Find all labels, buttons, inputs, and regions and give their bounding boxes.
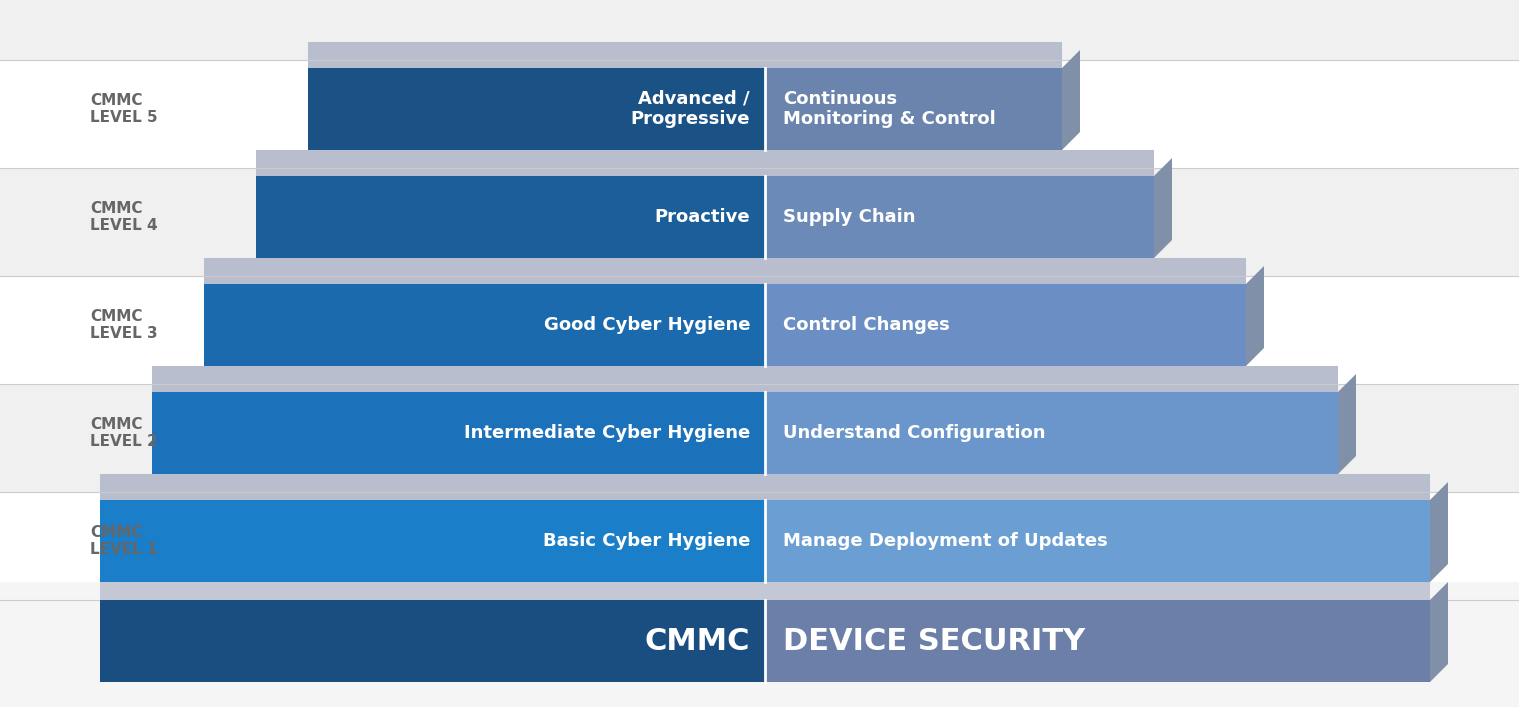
Bar	[100, 500, 766, 582]
Text: CMMC
LEVEL 1: CMMC LEVEL 1	[90, 525, 158, 557]
Text: Intermediate Cyber Hygiene: Intermediate Cyber Hygiene	[463, 424, 750, 442]
Polygon shape	[1338, 374, 1356, 474]
Text: Supply Chain: Supply Chain	[782, 208, 916, 226]
Polygon shape	[1429, 582, 1448, 682]
Bar	[0, 60, 1519, 168]
Bar	[204, 284, 766, 366]
Bar	[766, 176, 1154, 258]
Bar	[766, 392, 1338, 474]
Text: CMMC
LEVEL 4: CMMC LEVEL 4	[90, 201, 158, 233]
Text: Basic Cyber Hygiene: Basic Cyber Hygiene	[542, 532, 750, 550]
Bar	[766, 68, 1062, 150]
Text: Manage Deployment of Updates: Manage Deployment of Updates	[782, 532, 1107, 550]
Bar	[0, 384, 1519, 492]
Bar	[766, 600, 1429, 682]
Bar	[257, 176, 766, 258]
Polygon shape	[1062, 50, 1080, 150]
Text: Understand Configuration: Understand Configuration	[782, 424, 1045, 442]
Bar	[152, 392, 766, 474]
Bar	[0, 168, 1519, 276]
Bar	[0, 0, 1519, 60]
Bar	[100, 474, 1429, 500]
Text: CMMC
LEVEL 2: CMMC LEVEL 2	[90, 417, 158, 449]
Text: DEVICE SECURITY: DEVICE SECURITY	[782, 626, 1085, 655]
Polygon shape	[1429, 482, 1448, 582]
Text: Continuous
Monitoring & Control: Continuous Monitoring & Control	[782, 90, 996, 129]
Text: CMMC
LEVEL 5: CMMC LEVEL 5	[90, 93, 158, 125]
Bar	[100, 582, 1429, 600]
Bar	[0, 492, 1519, 600]
Bar	[308, 68, 766, 150]
Bar	[0, 582, 1519, 707]
Bar	[100, 600, 766, 682]
Bar	[766, 500, 1429, 582]
Text: Control Changes: Control Changes	[782, 316, 949, 334]
Text: Good Cyber Hygiene: Good Cyber Hygiene	[544, 316, 750, 334]
Polygon shape	[1246, 266, 1264, 366]
Bar	[257, 150, 1154, 176]
Text: CMMC
LEVEL 3: CMMC LEVEL 3	[90, 309, 158, 341]
Text: CMMC: CMMC	[644, 626, 750, 655]
Bar	[0, 276, 1519, 384]
Bar	[766, 284, 1246, 366]
Text: Proactive: Proactive	[655, 208, 750, 226]
Polygon shape	[1154, 158, 1173, 258]
Text: Advanced /
Progressive: Advanced / Progressive	[630, 90, 750, 129]
Bar	[308, 42, 1062, 68]
Bar	[152, 366, 1338, 392]
Bar	[204, 258, 1246, 284]
